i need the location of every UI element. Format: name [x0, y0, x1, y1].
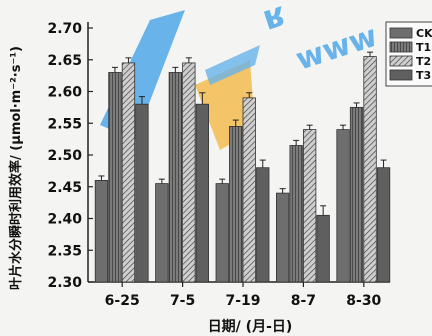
bar-t3 — [376, 167, 391, 283]
bar-t1 — [108, 72, 122, 283]
bar-t2 — [121, 62, 136, 283]
bar-t2 — [363, 56, 377, 283]
svg-text:ʁ: ʁ — [258, 0, 291, 39]
y-tick-label: 2.60 — [47, 85, 82, 101]
bar-t1 — [229, 126, 243, 283]
y-axis-label: 叶片水分瞬时利用效率/ (μmol·m⁻²·s⁻¹) — [8, 46, 24, 290]
bar-t2 — [182, 62, 196, 283]
legend-label-t2: T2 — [416, 55, 431, 68]
bar-ck — [275, 192, 290, 283]
y-tick-label: 2.70 — [47, 21, 82, 37]
bar-t2 — [242, 97, 256, 283]
x-tick-label: 7-19 — [225, 293, 260, 309]
x-tick-label: 6-25 — [105, 293, 140, 309]
bar-t3 — [316, 214, 330, 283]
x-tick-label: 8-7 — [291, 293, 316, 309]
x-tick-label: 8-30 — [346, 293, 381, 309]
legend-label-ck: CK — [416, 27, 432, 40]
bar-t1 — [168, 72, 183, 283]
legend-swatch-ck — [389, 27, 413, 39]
bar-ck — [155, 183, 169, 283]
legend-swatch-t1 — [389, 41, 413, 53]
plot-area: 2.30 2.35 2.40 2.45 2.50 2.55 2.60 2.65 2.70 6-25… — [47, 21, 391, 309]
bar-t3 — [256, 167, 270, 283]
bar-ck — [215, 183, 229, 283]
y-tick-label: 2.55 — [47, 116, 82, 132]
y-tick-label: 2.50 — [47, 148, 82, 164]
legend-label-t3: T3 — [416, 69, 431, 82]
y-tick-label: 2.35 — [47, 243, 82, 259]
y-tick-label: 2.40 — [47, 212, 82, 228]
bar-t2 — [302, 129, 317, 283]
y-tick-label: 2.30 — [47, 275, 82, 291]
x-tick-label: 7-5 — [170, 293, 195, 309]
bar-t3 — [195, 103, 210, 283]
bar-ck — [94, 179, 109, 283]
legend-label-t1: T1 — [416, 41, 431, 54]
bar-t1 — [289, 145, 303, 283]
bar-ck — [336, 129, 350, 283]
bar-t1 — [349, 106, 364, 283]
y-tick-label: 2.45 — [47, 180, 82, 196]
legend-swatch-t2 — [389, 55, 413, 67]
x-axis-label: 日期/ (月-日) — [208, 319, 293, 335]
bar-t3 — [135, 103, 149, 283]
y-tick-label: 2.65 — [47, 53, 82, 69]
legend-swatch-t3 — [389, 69, 413, 81]
